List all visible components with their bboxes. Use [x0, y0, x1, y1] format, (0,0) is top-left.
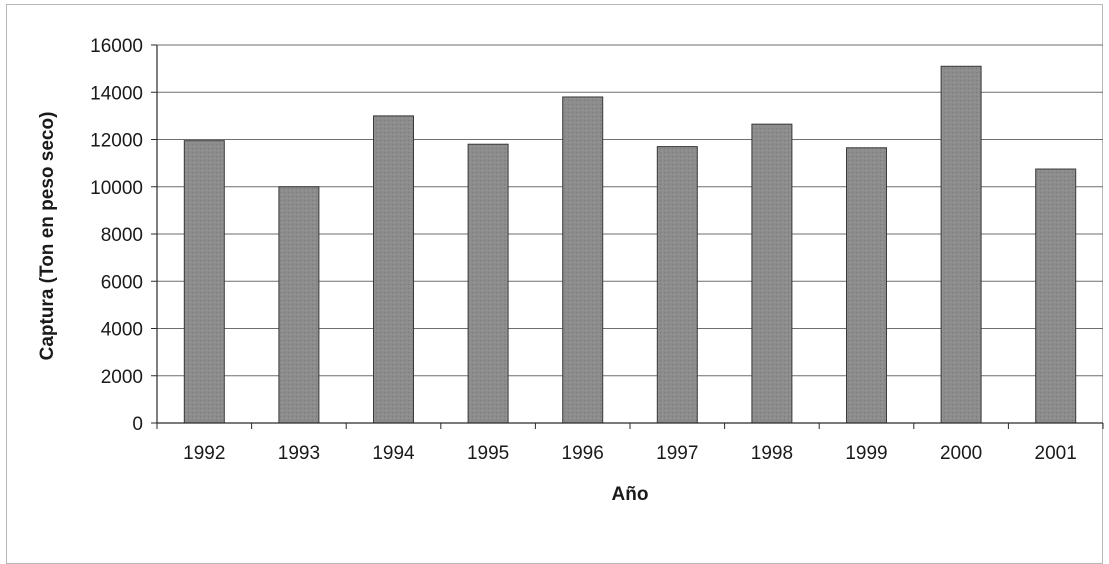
x-tick-label: 1998 [751, 443, 793, 464]
bar-1995 [467, 143, 509, 424]
bar-1998 [751, 123, 793, 424]
x-tick-label: 2000 [940, 443, 982, 464]
bar-2000 [940, 65, 982, 424]
x-tick-label: 1994 [372, 443, 415, 464]
y-axis-title: Captura (Ton en peso seco) [37, 112, 58, 361]
bar-1999 [846, 147, 887, 424]
x-axis-title: Año [612, 484, 649, 505]
bar-1993 [278, 186, 320, 424]
y-tick-label: 0 [132, 414, 143, 435]
y-tick-label: 10000 [90, 178, 143, 199]
x-tick-label: 1995 [467, 443, 509, 464]
y-tick-label: 16000 [90, 36, 143, 57]
x-tick-label: 1992 [183, 443, 225, 464]
x-tick-label: 1996 [562, 443, 604, 464]
bar-1996 [562, 96, 604, 424]
x-tick-label: 2001 [1035, 443, 1077, 464]
y-tick-label: 2000 [101, 367, 143, 388]
y-tick-labels: 0 2000 4000 6000 8000 10000 12000 14000 16000 [90, 36, 143, 435]
bar-chart: 0 2000 4000 6000 8000 10000 12000 14000 16000 19… [37, 36, 1104, 505]
axes [151, 44, 1104, 429]
bar-1994 [373, 115, 414, 424]
x-tick-label: 1997 [656, 443, 698, 464]
y-tick-label: 14000 [90, 83, 143, 104]
x-tick-labels: 1992 1993 1994 1995 1996 1997 1998 1999 2000 2001 [183, 443, 1077, 464]
y-tick-label: 6000 [101, 272, 143, 293]
y-tick-label: 8000 [101, 225, 143, 246]
x-tick-label: 1993 [278, 443, 320, 464]
y-tick-label: 4000 [101, 320, 143, 341]
y-tick-label: 12000 [90, 131, 143, 152]
bars [183, 65, 1077, 424]
bar-1992 [183, 140, 225, 424]
bar-2001 [1035, 168, 1077, 424]
x-tick-label: 1999 [845, 443, 887, 464]
bar-1997 [656, 146, 698, 424]
